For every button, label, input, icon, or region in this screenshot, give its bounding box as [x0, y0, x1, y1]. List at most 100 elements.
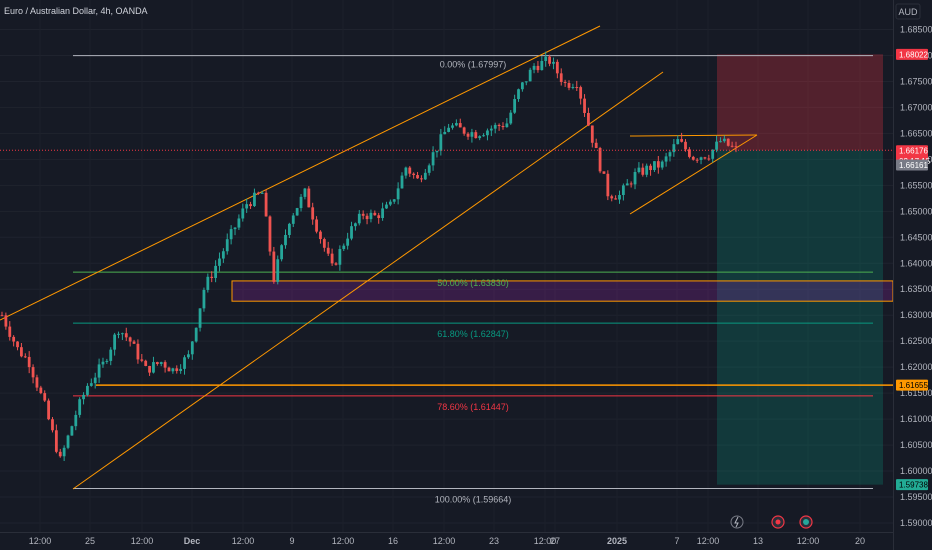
candle-body	[544, 56, 548, 61]
time-axis-label: 12:00	[131, 536, 154, 546]
candle-body	[245, 204, 249, 209]
candle-body	[447, 127, 451, 132]
price-axis-label: 1.61000	[900, 414, 932, 424]
time-axis-label: 9	[289, 536, 294, 546]
candle-body	[109, 349, 113, 361]
candle-body	[357, 213, 361, 224]
price-axis-label: 1.66500	[900, 128, 932, 138]
price-tag-label: 1.68022	[899, 50, 928, 59]
time-axis-label: 20	[855, 536, 865, 546]
price-axis-label: 1.65000	[900, 206, 932, 216]
candle-body	[392, 199, 396, 202]
candle-body	[734, 146, 738, 148]
candle-body	[423, 172, 427, 180]
candle-body	[478, 136, 482, 139]
candle-body	[152, 362, 155, 373]
candle-body	[385, 204, 388, 209]
price-tag	[896, 159, 928, 171]
candle-body	[322, 239, 326, 248]
candle-body	[78, 399, 82, 415]
candle-body	[326, 247, 330, 254]
candle-body	[311, 207, 315, 220]
candle-body	[287, 223, 291, 235]
candle-body	[202, 289, 206, 309]
lightning-icon[interactable]	[730, 515, 744, 529]
candle-body	[420, 178, 423, 180]
candle-body	[120, 333, 124, 335]
currency-text: AUD	[898, 7, 918, 17]
candle-body	[16, 341, 19, 348]
candle-body	[167, 367, 171, 372]
candle-body	[221, 251, 225, 259]
candle-body	[606, 173, 610, 197]
candle-body	[493, 124, 497, 129]
candlestick-series[interactable]	[0, 51, 738, 462]
candle-body	[377, 215, 381, 219]
candle-body	[260, 192, 264, 194]
candle-body	[555, 61, 559, 74]
candle-body	[482, 135, 485, 137]
time-axis-label: 12:00	[697, 536, 720, 546]
time-axis-label: 23	[489, 536, 499, 546]
candle-body	[51, 419, 54, 431]
time-axis-label: 12:00	[797, 536, 820, 546]
candle-body	[695, 159, 699, 161]
price-tag-label: 1.59738	[899, 481, 928, 490]
candle-body	[233, 227, 237, 230]
candle-body	[291, 215, 295, 224]
price-tag-label: 1.61655	[899, 381, 928, 390]
candle-body	[295, 208, 299, 216]
price-axis-label: 1.59000	[900, 518, 932, 528]
candle-body	[66, 435, 70, 448]
candle-body	[101, 361, 105, 365]
time-axis-label: Dec	[184, 536, 201, 546]
candle-body	[505, 123, 509, 128]
candle-body	[583, 98, 586, 113]
candle-body	[408, 167, 412, 174]
candle-body	[548, 56, 551, 64]
fib-level-label: 78.60% (1.61447)	[437, 402, 509, 412]
candle-body	[614, 198, 618, 200]
candle-body	[35, 377, 39, 388]
candle-body	[699, 157, 703, 160]
time-axis-label: 12:00	[534, 536, 557, 546]
price-axis-label: 1.64000	[900, 258, 932, 268]
candle-body	[144, 360, 148, 366]
time-axis-label: 7	[674, 536, 679, 546]
currency-label[interactable]: AUD	[895, 3, 921, 20]
calendar-event-icon[interactable]	[771, 515, 785, 529]
candle-body	[4, 315, 8, 327]
candle-body	[587, 112, 590, 126]
candle-body	[264, 192, 268, 217]
fib-level-label: 50.00% (1.63830)	[437, 278, 509, 288]
candle-body	[43, 393, 47, 401]
candle-body	[276, 259, 280, 282]
candle-body	[350, 226, 353, 239]
candle-body	[513, 99, 517, 113]
candle-body	[439, 134, 443, 151]
time-axis[interactable]: 12:00 25 12:00 Dec 12:00 9 12:00 16 12:00 23 12:00…	[0, 532, 893, 547]
candle-body	[23, 356, 27, 358]
candle-body	[711, 149, 715, 159]
candle-body	[388, 201, 392, 205]
candle-body	[668, 152, 672, 157]
candle-body	[653, 161, 656, 171]
candle-body	[330, 253, 334, 264]
candle-body	[443, 131, 447, 135]
trendline	[0, 25, 601, 321]
candle-body	[307, 188, 311, 208]
candle-body	[237, 218, 241, 228]
fib-level-label: 61.80% (1.62847)	[437, 329, 509, 339]
candle-body	[373, 212, 377, 216]
candle-body	[567, 83, 571, 88]
candle-body	[249, 204, 252, 207]
candle-body	[124, 333, 128, 338]
candle-body	[486, 130, 489, 136]
currency-flag-icon[interactable]	[799, 515, 813, 529]
candle-body	[183, 357, 186, 369]
candle-body	[536, 65, 540, 71]
candle-body	[155, 362, 159, 364]
price-axis-label: 1.62000	[900, 362, 932, 372]
